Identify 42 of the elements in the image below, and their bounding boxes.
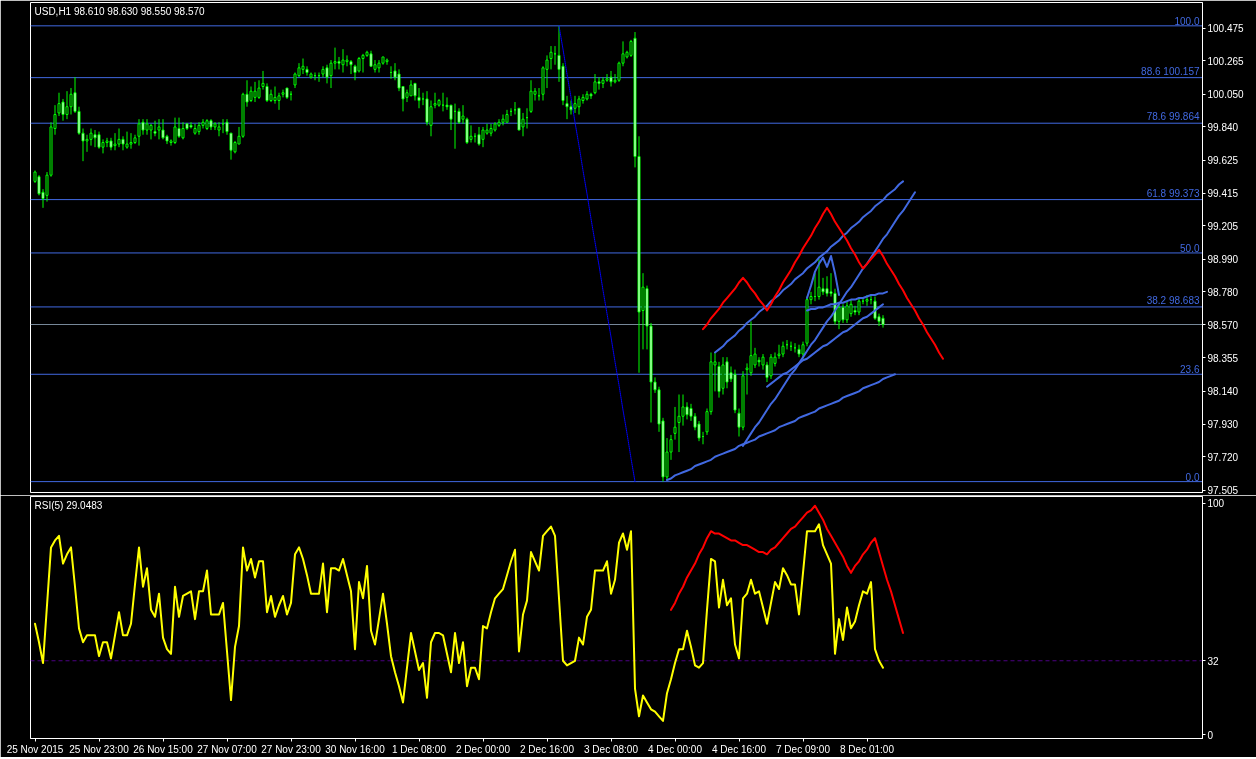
x-tick-label: 3 Dec 08:00 bbox=[584, 743, 639, 755]
annotation: 100.0 bbox=[1174, 15, 1200, 27]
y-tick-label: 97.720 bbox=[1207, 451, 1239, 463]
y-tick-label: 100.265 bbox=[1207, 55, 1245, 67]
x-tick-label: 2 Dec 00:00 bbox=[456, 743, 511, 755]
x-tick-label: 25 Nov 2015 bbox=[6, 743, 64, 755]
x-tick-label: 1 Dec 08:00 bbox=[392, 743, 447, 755]
annotation: 50.0 bbox=[1180, 242, 1200, 254]
y-tick-label: 98.990 bbox=[1207, 254, 1239, 266]
x-tick-label: 2 Dec 16:00 bbox=[520, 743, 575, 755]
y-tick-label: 97.930 bbox=[1207, 419, 1239, 431]
x-tick-label: 8 Dec 01:00 bbox=[840, 743, 895, 755]
x-tick-label: 30 Nov 16:00 bbox=[325, 743, 386, 755]
chart-title: USD,H1 98.610 98.630 98.550 98.570 bbox=[34, 5, 206, 17]
annotation: 23.6 bbox=[1180, 364, 1200, 376]
annotation: 88.6 100.157 bbox=[1141, 65, 1200, 77]
chart-title: RSI(5) 29.0483 bbox=[34, 499, 103, 511]
y-tick-label: 99.625 bbox=[1207, 155, 1239, 167]
x-tick-label: 7 Dec 09:00 bbox=[776, 743, 831, 755]
annotation: 0.0 bbox=[1185, 471, 1200, 483]
y-tick-label: 98.140 bbox=[1207, 386, 1239, 398]
y-tick-label: 99.840 bbox=[1207, 121, 1239, 133]
x-tick-label: 27 Nov 23:00 bbox=[261, 743, 322, 755]
y-tick-label: 100 bbox=[1207, 498, 1225, 510]
x-tick-label: 4 Dec 16:00 bbox=[712, 743, 767, 755]
y-tick-label: 0 bbox=[1207, 729, 1214, 741]
y-tick-label: 100.050 bbox=[1207, 89, 1245, 101]
x-tick-label: 27 Nov 07:00 bbox=[197, 743, 258, 755]
x-tick-label: 4 Dec 00:00 bbox=[648, 743, 703, 755]
annotation: 78.6 99.864 bbox=[1146, 111, 1200, 123]
x-tick-label: 26 Nov 15:00 bbox=[133, 743, 194, 755]
y-tick-label: 98.355 bbox=[1207, 352, 1239, 364]
y-tick-label: 99.205 bbox=[1207, 220, 1239, 232]
x-tick-label: 25 Nov 23:00 bbox=[69, 743, 130, 755]
y-tick-label: 99.415 bbox=[1207, 188, 1239, 200]
y-tick-label: 98.570 bbox=[1207, 319, 1239, 331]
y-tick-label: 98.780 bbox=[1207, 286, 1239, 298]
y-tick-label: 100.475 bbox=[1207, 23, 1245, 35]
annotation: 38.2 98.683 bbox=[1146, 294, 1200, 306]
annotation: 61.8 99.373 bbox=[1146, 187, 1200, 199]
y-tick-label: 32 bbox=[1207, 655, 1220, 667]
y-tick-label: 97.505 bbox=[1207, 485, 1239, 497]
